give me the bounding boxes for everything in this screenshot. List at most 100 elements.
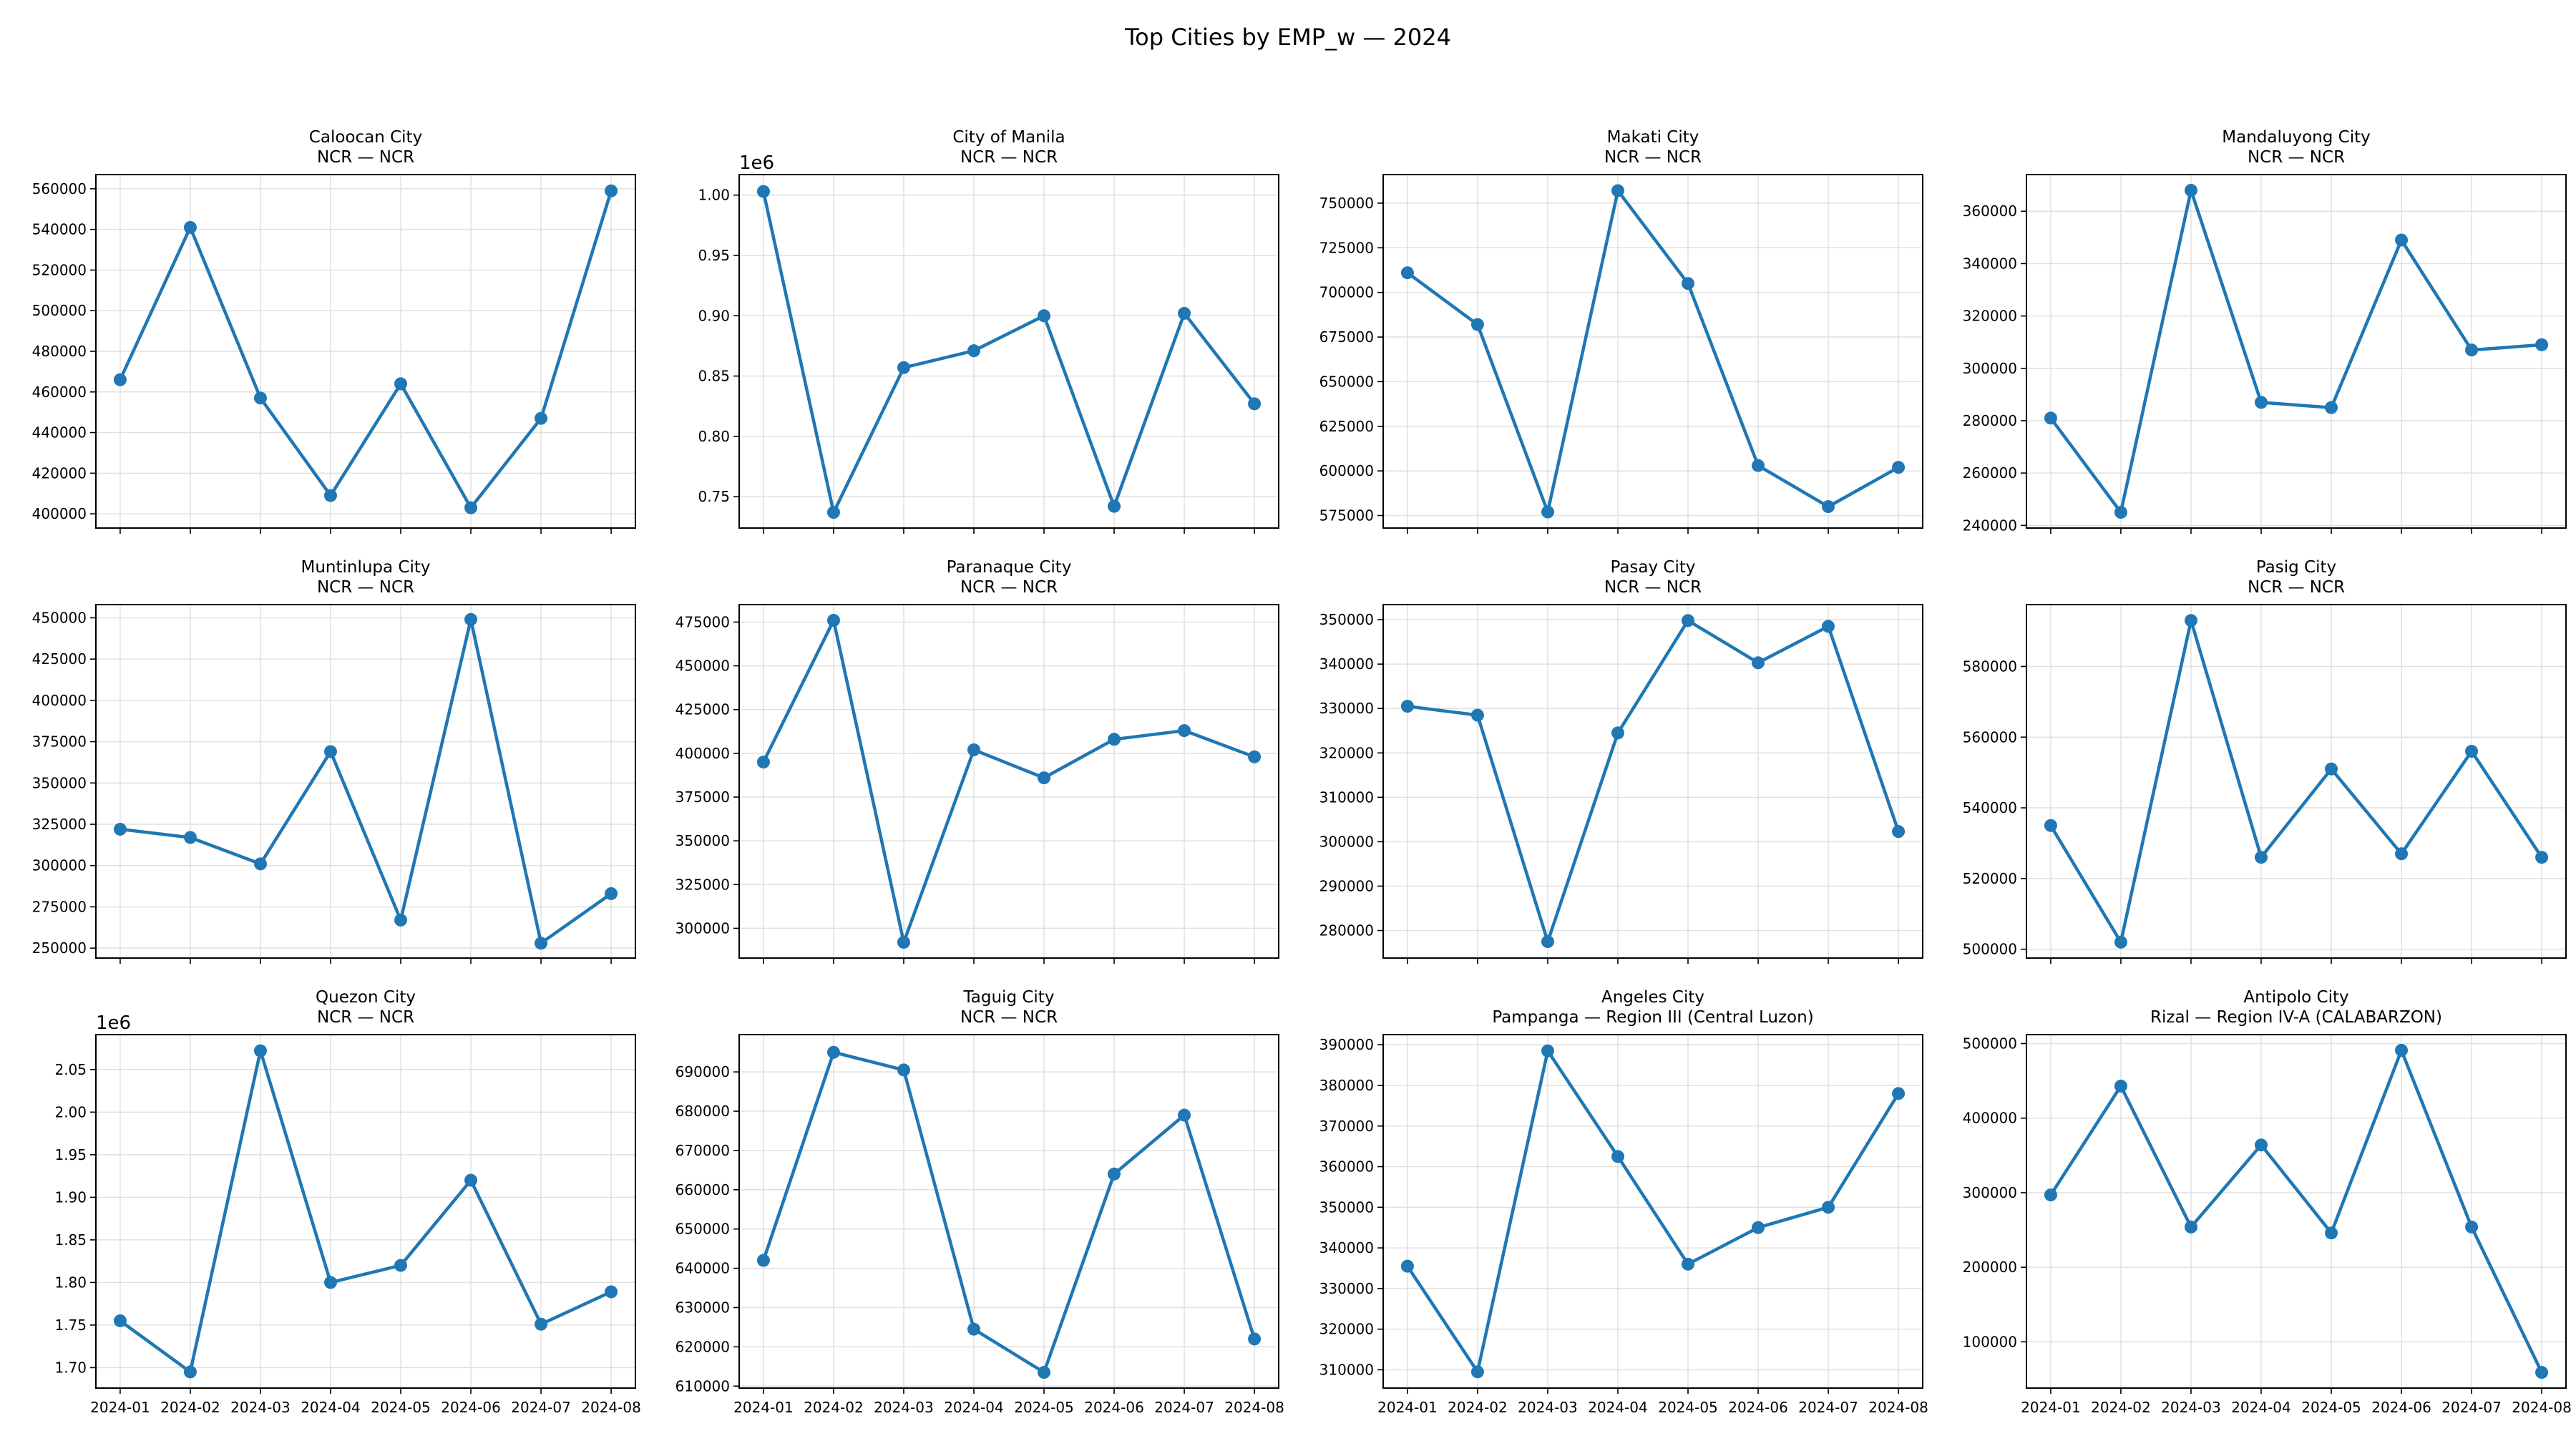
subplot-title: Paranaque City: [947, 558, 1072, 577]
x-tick-label: 2024-06: [2371, 1399, 2431, 1416]
data-point: [394, 1259, 408, 1272]
y-tick-label: 630000: [675, 1299, 730, 1316]
data-point: [1178, 724, 1191, 738]
data-point: [183, 1365, 197, 1379]
y-tick-label: 360000: [1963, 202, 2017, 220]
subplot-title: Mandaluyong City: [2222, 128, 2370, 147]
data-point: [1892, 825, 1906, 839]
subplot-title: City of Manila: [952, 128, 1065, 147]
subplot-3: 240000 260000 280000 300000 320000 340000 3600…: [1963, 128, 2567, 534]
y-tick-label: 540000: [32, 221, 87, 238]
data-point: [323, 489, 337, 502]
data-point: [1752, 1221, 1765, 1234]
data-point: [1611, 184, 1624, 197]
axes-frame: [2026, 174, 2567, 529]
y-tick-label: 250000: [32, 939, 87, 957]
series-line: [119, 1049, 613, 1374]
subplot-1: 0.75 0.80 0.85 0.90 0.95 1.00 1e6 City of Manil…: [698, 128, 1279, 534]
y-tick-label: 600000: [1319, 462, 1374, 479]
series-line: [2049, 188, 2542, 514]
series-line: [761, 1050, 1257, 1374]
data-point: [2044, 819, 2057, 832]
subplot-title: Caloocan City: [309, 128, 422, 147]
y-tick-label: 1.75: [54, 1317, 87, 1334]
data-point: [183, 220, 197, 234]
y-tick-label: 350000: [1319, 611, 1374, 628]
y-tick-label: 750000: [1319, 195, 1374, 212]
data-point: [897, 935, 910, 949]
y-offset-label: 1e6: [739, 152, 774, 174]
subplot-title: Pasay City: [1610, 558, 1695, 577]
y-tick-label: 690000: [675, 1063, 730, 1080]
y-tick-label: 240000: [1963, 517, 2017, 534]
data-point: [1682, 614, 1695, 627]
y-tick-label: 680000: [675, 1103, 730, 1120]
x-tick-label: 2024-04: [2231, 1399, 2291, 1416]
data-point: [2254, 851, 2268, 864]
data-point: [2184, 1220, 2197, 1234]
y-tick-label: 425000: [675, 701, 730, 718]
data-point: [605, 887, 618, 900]
y-tick-label: 725000: [1319, 239, 1374, 256]
data-point: [1400, 700, 1414, 713]
data-point: [535, 411, 548, 425]
y-tick-label: 440000: [32, 424, 87, 441]
subplot-7: 500000 520000 540000 560000 580000 Pasig City…: [1963, 558, 2567, 964]
y-tick-label: 500000: [1963, 1035, 2017, 1053]
x-tick-label: 2024-02: [160, 1399, 220, 1416]
x-tick-label: 2024-02: [2091, 1399, 2151, 1416]
y-tick-label: 520000: [32, 261, 87, 278]
subplot-title: Angeles City: [1601, 988, 1704, 1007]
data-point: [394, 377, 408, 391]
y-tick-label: 620000: [675, 1338, 730, 1355]
data-point: [967, 1322, 980, 1336]
y-tick-label: 300000: [675, 919, 730, 937]
subplot-4: 250000 275000 300000 325000 350000 375000 4000…: [32, 558, 636, 964]
y-tick-label: 400000: [32, 692, 87, 709]
data-point: [2465, 343, 2479, 357]
subplot-9: 610000 620000 630000 640000 650000 660000 6700…: [675, 988, 1284, 1416]
x-tick-label: 2024-01: [1377, 1399, 1438, 1416]
y-tick-label: 375000: [32, 733, 87, 751]
y-tick-label: 400000: [32, 505, 87, 522]
y-tick-label: 290000: [1319, 877, 1374, 894]
data-point: [1108, 733, 1121, 746]
data-point: [967, 344, 980, 358]
data-point: [113, 1314, 127, 1327]
data-point: [1611, 726, 1624, 740]
subplot-subtitle: Rizal — Region IV-A (CALABARZON): [2150, 1008, 2442, 1027]
data-point: [1541, 505, 1554, 519]
x-tick-label: 2024-02: [1448, 1399, 1508, 1416]
y-tick-label: 425000: [32, 650, 87, 668]
x-tick-label: 2024-07: [511, 1399, 571, 1416]
y-tick-label: 670000: [675, 1142, 730, 1159]
subplot-title: Makati City: [1607, 128, 1699, 147]
subplot-subtitle: NCR — NCR: [1604, 578, 1702, 597]
subplot-5: 300000 325000 350000 375000 400000 425000 4500…: [675, 558, 1279, 964]
y-tick-label: 0.90: [698, 307, 730, 324]
axes-frame: [738, 174, 1279, 529]
y-tick-label: 2.00: [54, 1103, 87, 1120]
y-tick-label: 1.70: [54, 1359, 87, 1376]
x-tick-label: 2024-01: [733, 1399, 794, 1416]
axes-frame: [738, 1034, 1279, 1389]
series-line: [1406, 189, 1900, 514]
axes-frame: [95, 1034, 636, 1389]
axes-frame: [2026, 604, 2567, 959]
y-tick-label: 650000: [1319, 373, 1374, 390]
y-tick-label: 625000: [1319, 418, 1374, 435]
data-point: [1470, 708, 1484, 722]
y-tick-label: 300000: [1963, 360, 2017, 377]
y-tick-label: 340000: [1319, 1239, 1374, 1256]
data-point: [1541, 935, 1554, 949]
y-tick-label: 660000: [675, 1181, 730, 1198]
data-point: [1892, 461, 1906, 474]
y-tick-label: 330000: [1319, 1280, 1374, 1297]
y-tick-label: 325000: [32, 816, 87, 833]
data-point: [967, 743, 980, 756]
x-tick-label: 2024-03: [2161, 1399, 2221, 1416]
y-tick-label: 330000: [1319, 700, 1374, 717]
data-point: [394, 913, 408, 927]
